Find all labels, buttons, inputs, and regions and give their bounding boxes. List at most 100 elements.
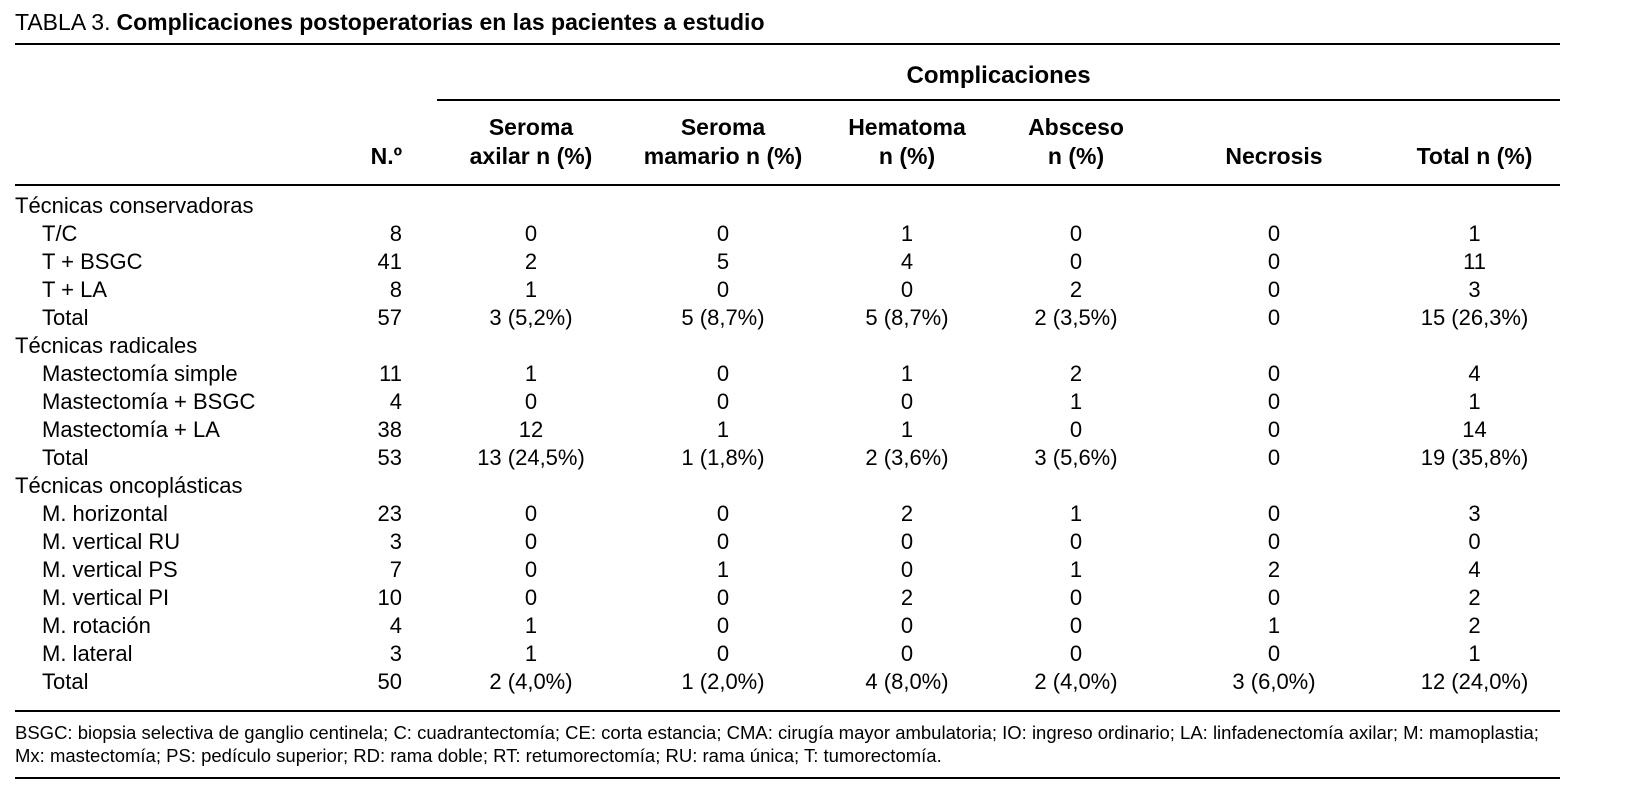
- col-header-seroma-mamario: Seroma mamario n (%): [625, 100, 821, 186]
- cell-value: 4 (8,0%): [821, 668, 993, 712]
- cell-value: 1: [524, 277, 538, 302]
- cell-value: 1: [524, 641, 538, 666]
- cell-n: [355, 185, 437, 220]
- cell-value: 13 (24,5%): [477, 445, 585, 470]
- cell-n: 4: [389, 389, 402, 414]
- row-label: Técnicas oncoplásticas: [15, 473, 243, 498]
- table-data-row: Total 53 13 (24,5%) 1 (1,8%) 2 (3,6%) 3 (5,6%…: [15, 444, 1560, 472]
- cell-value: 0: [716, 529, 730, 554]
- cell-value: 1: [1468, 389, 1481, 414]
- cell-value: [821, 185, 993, 220]
- cell-value: 1: [716, 417, 730, 442]
- cell-value: 1: [1069, 389, 1083, 414]
- cell-value: 0: [1267, 221, 1281, 246]
- cell-value: 1: [1069, 501, 1083, 526]
- cell-value: 0: [1468, 529, 1481, 554]
- cell-value: 0: [900, 277, 914, 302]
- cell-value: 2 (4,0%): [993, 668, 1159, 712]
- cell-value: 1: [1267, 613, 1281, 638]
- cell-value: 5 (8,7%): [865, 305, 949, 330]
- cell-value: 0: [716, 277, 730, 302]
- cell-value: 2: [900, 585, 914, 610]
- cell-value: 2 (3,5%): [1034, 305, 1118, 330]
- cell-value: [625, 472, 821, 500]
- cell-value: 2: [1069, 277, 1083, 302]
- col-header-hematoma: Hematoma n (%): [821, 100, 993, 186]
- cell-value: 0: [1267, 249, 1281, 274]
- cell-n: 4: [389, 613, 402, 638]
- cell-value: 14: [1462, 417, 1487, 442]
- cell-value: 3: [1468, 277, 1481, 302]
- cell-value: 11: [1463, 249, 1486, 274]
- cell-value: 1: [1069, 557, 1083, 582]
- cell-n: 41: [377, 249, 402, 274]
- col-header-seroma-axilar: Seroma axilar n (%): [437, 100, 625, 186]
- cell-value: 15 (26,3%): [1420, 305, 1529, 330]
- table-section-row: Técnicas radicales: [15, 332, 1560, 360]
- cell-value: [1389, 332, 1560, 360]
- cell-value: 0: [1069, 529, 1083, 554]
- table-data-row: M. lateral 3 1 0 0 0 0 1: [15, 640, 1560, 668]
- cell-n: 7: [389, 557, 402, 582]
- cell-n: 8: [389, 277, 402, 302]
- cell-value: 0: [1267, 585, 1281, 610]
- table-data-row: Total 50 2 (4,0%) 1 (2,0%) 4 (8,0%) 2 (4,0%) 3…: [15, 668, 1561, 712]
- cell-value: 1: [900, 361, 914, 386]
- cell-value: [993, 185, 1159, 220]
- cell-value: 0: [716, 641, 730, 666]
- cell-value: 0: [1069, 249, 1083, 274]
- col-header-n: N.º: [355, 100, 437, 186]
- table-data-row: T/C 8 0 0 1 0 0 1: [15, 220, 1560, 248]
- table-footnote: BSGC: biopsia selectiva de ganglio centi…: [15, 712, 1560, 779]
- cell-value: 5 (8,7%): [681, 305, 765, 330]
- cell-value: 0: [524, 221, 538, 246]
- cell-value: 3: [1468, 501, 1481, 526]
- row-label: M. vertical PI: [42, 585, 170, 610]
- cell-value: 2: [1267, 557, 1281, 582]
- cell-value: [1159, 472, 1389, 500]
- table-title-text: Complicaciones postoperatorias en las pa…: [116, 9, 765, 35]
- cell-value: 0: [1069, 585, 1083, 610]
- row-label: T + BSGC: [42, 249, 143, 274]
- column-header-row: N.º Seroma axilar n (%) Seroma mamario n…: [15, 100, 1561, 186]
- cell-value: [1159, 185, 1389, 220]
- row-label: Total: [15, 668, 355, 712]
- cell-value: [821, 472, 993, 500]
- cell-value: 3 (5,2%): [489, 305, 573, 330]
- cell-n: [355, 332, 437, 360]
- table-header: Complicaciones N.º Seroma axilar n (%) S…: [15, 45, 1561, 186]
- table-data-row: M. horizontal 23 0 0 2 1 0 3: [15, 500, 1560, 528]
- cell-value: [625, 185, 821, 220]
- cell-value: 2: [1468, 585, 1481, 610]
- cell-value: [437, 332, 625, 360]
- table-data-row: M. vertical PS 7 0 1 0 1 2 4: [15, 556, 1560, 584]
- cell-value: 0: [1069, 417, 1083, 442]
- row-label: Mastectomía + BSGC: [42, 389, 256, 414]
- table-data-row: Mastectomía simple 11 1 0 1 2 0 4: [15, 360, 1560, 388]
- cell-value: 1: [1468, 221, 1481, 246]
- col-header-absceso: Absceso n (%): [993, 100, 1159, 186]
- cell-value: 0: [524, 389, 538, 414]
- cell-value: 2 (3,6%): [865, 445, 949, 470]
- group-header-row: Complicaciones: [15, 45, 1561, 101]
- cell-value: 12 (24,0%): [1389, 668, 1561, 712]
- row-label: M. rotación: [42, 613, 151, 638]
- cell-value: 0: [1267, 501, 1281, 526]
- cell-n: 10: [377, 585, 402, 610]
- cell-value: 2: [1468, 613, 1481, 638]
- complications-table: Complicaciones N.º Seroma axilar n (%) S…: [15, 45, 1561, 712]
- cell-value: 4: [900, 249, 914, 274]
- cell-n: 8: [389, 221, 402, 246]
- cell-value: 2: [1069, 361, 1083, 386]
- row-label: M. horizontal: [42, 501, 168, 526]
- cell-value: 3 (6,0%): [1159, 668, 1389, 712]
- cell-n: 11: [379, 361, 402, 386]
- cell-value: 0: [900, 641, 914, 666]
- cell-value: 0: [900, 557, 914, 582]
- cell-value: 4: [1468, 557, 1481, 582]
- table-data-row: T + LA 8 1 0 0 2 0 3: [15, 276, 1560, 304]
- cell-value: [437, 472, 625, 500]
- cell-value: 2 (4,0%): [437, 668, 625, 712]
- table-caption: TABLA 3. Complicaciones postoperatorias e…: [15, 5, 1560, 45]
- cell-value: 0: [1267, 529, 1281, 554]
